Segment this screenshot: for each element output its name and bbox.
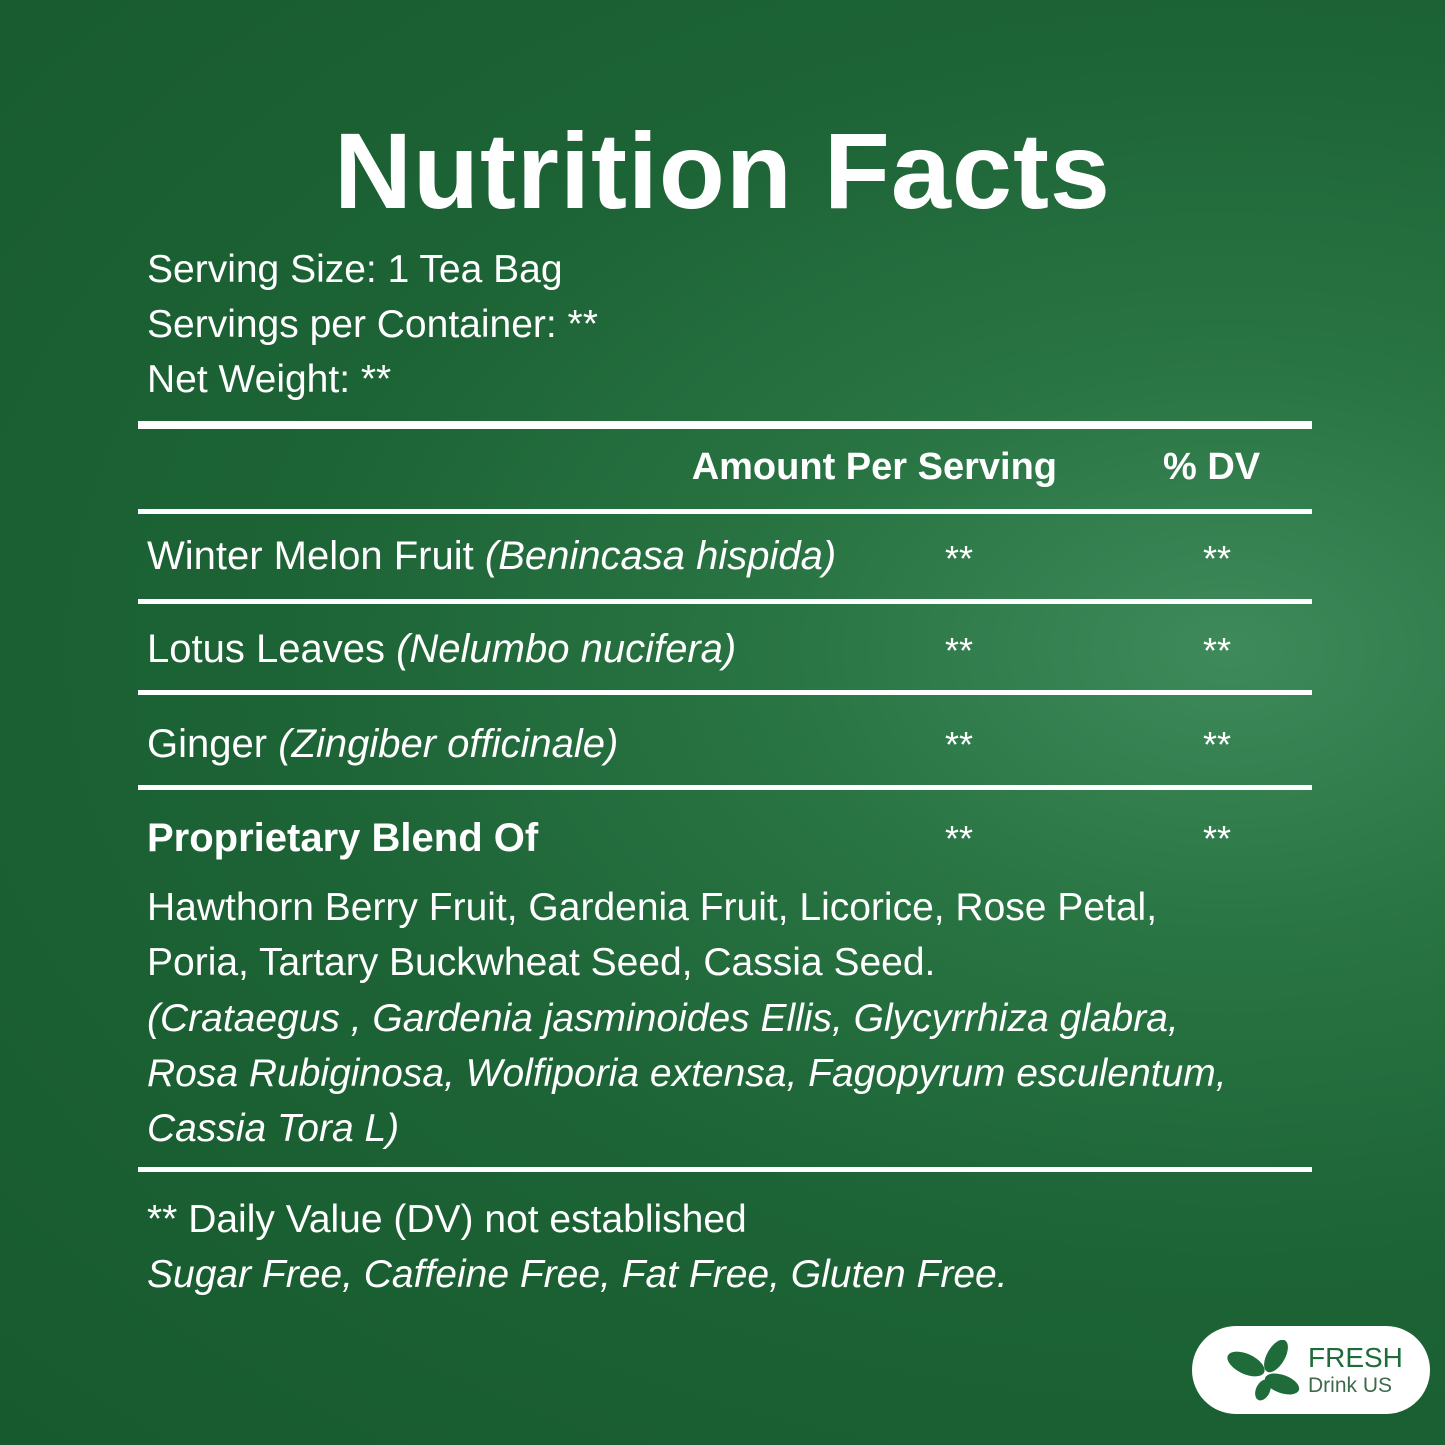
amount-value: ** [945,630,974,671]
dv-value: ** [1203,818,1232,859]
dv-note: ** Daily Value (DV) not established [147,1198,747,1241]
dv-value: ** [1203,538,1232,579]
divider [138,785,1312,790]
page-title: Nutrition Facts [333,110,1111,231]
dv-value: ** [1203,724,1232,765]
blend-ingredients: Hawthorn Berry Fruit, Gardenia Fruit, Li… [147,886,1158,929]
divider [138,1167,1312,1172]
divider [138,599,1312,604]
brand-logo: FRESH Drink US [1192,1326,1430,1414]
ingredient-row: Winter Melon Fruit (Benincasa hispida) [147,534,837,578]
servings-per-container: Servings per Container: ** [147,303,598,346]
blend-latin: Cassia Tora L) [147,1107,400,1150]
divider [138,509,1312,514]
ingredient-row: Lotus Leaves (Nelumbo nucifera) [147,627,737,671]
logo-subtext: Drink US [1308,1374,1393,1397]
logo-text: FRESH [1308,1342,1403,1373]
divider [138,421,1312,429]
amount-value: ** [945,538,974,579]
amount-value: ** [945,724,974,765]
amount-value: ** [945,818,974,859]
dv-header: % DV [1163,446,1261,488]
free-claims: Sugar Free, Caffeine Free, Fat Free, Glu… [147,1253,1008,1296]
net-weight: Net Weight: ** [147,358,392,401]
blend-ingredients: Poria, Tartary Buckwheat Seed, Cassia Se… [147,941,936,984]
four-leaf-icon [1227,1340,1300,1401]
amount-per-serving-header: Amount Per Serving [691,446,1057,488]
ingredient-row: Ginger (Zingiber officinale) [147,722,619,766]
blend-latin: Rosa Rubiginosa, Wolfiporia extensa, Fag… [147,1052,1227,1095]
serving-size: Serving Size: 1 Tea Bag [147,248,563,291]
blend-latin: (Crataegus , Gardenia jasminoides Ellis,… [147,997,1179,1040]
proprietary-blend-label: Proprietary Blend Of [147,816,539,860]
divider [138,690,1312,695]
dv-value: ** [1203,630,1232,671]
